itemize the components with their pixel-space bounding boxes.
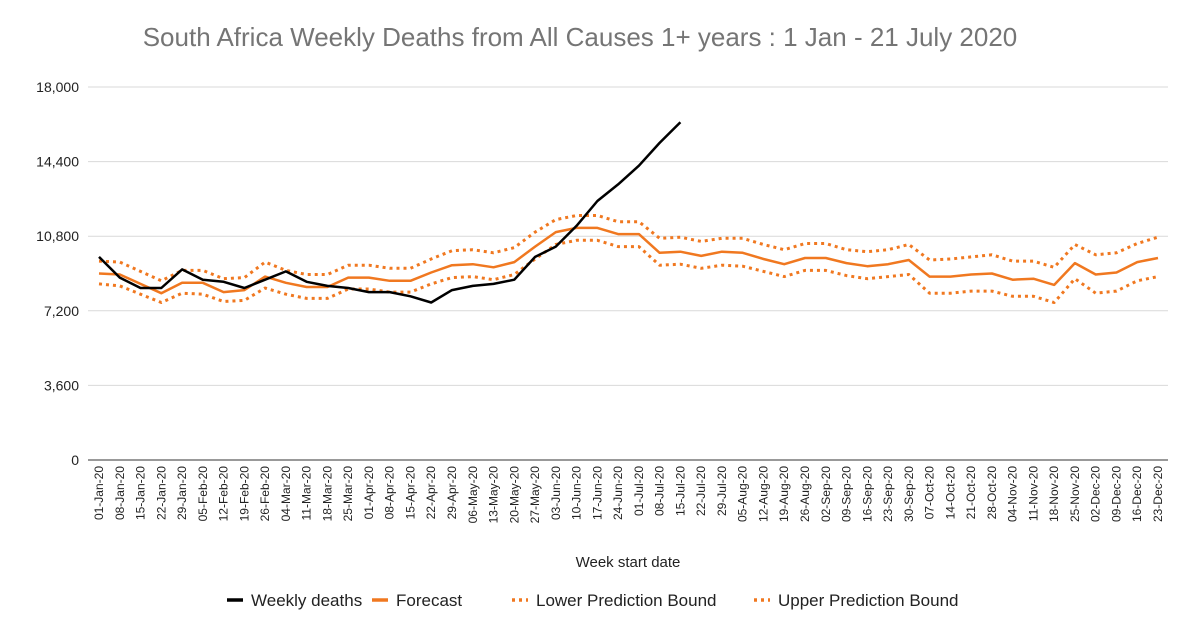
x-tick-label: 12-Feb-20: [217, 466, 231, 522]
grid-lines: [88, 86, 1168, 386]
x-tick-label: 11-Nov-20: [1026, 466, 1040, 521]
x-tick-label: 15-Jul-20: [673, 466, 687, 516]
x-tick-label: 25-Mar-20: [341, 466, 355, 522]
x-tick-label: 09-Dec-20: [1109, 466, 1123, 522]
x-tick-label: 08-Jan-20: [113, 466, 127, 520]
x-tick-label: 20-May-20: [507, 466, 521, 524]
x-tick-label: 22-Jul-20: [694, 466, 708, 516]
chart-title: South Africa Weekly Deaths from All Caus…: [143, 22, 1018, 52]
legend-label: Forecast: [396, 591, 462, 610]
legend-label: Lower Prediction Bound: [536, 591, 717, 610]
y-tick-label: 0: [71, 452, 79, 468]
x-tick-label: 19-Aug-20: [777, 466, 791, 522]
y-axis-tick-labels: 0 3,600 7,200 10,800 14,400 18,000: [36, 79, 79, 468]
y-tick-label: 14,400: [36, 154, 79, 170]
y-tick-label: 10,800: [36, 228, 79, 244]
x-tick-label: 06-May-20: [466, 466, 480, 524]
x-tick-label: 17-Jun-20: [590, 466, 604, 520]
y-tick-label: 18,000: [36, 79, 79, 95]
y-tick-label: 3,600: [44, 377, 79, 393]
x-tick-label: 05-Aug-20: [736, 466, 750, 522]
x-tick-label: 16-Dec-20: [1130, 466, 1144, 522]
x-tick-label: 02-Dec-20: [1089, 466, 1103, 522]
x-tick-label: 05-Feb-20: [196, 466, 210, 522]
x-tick-label: 22-Apr-20: [424, 466, 438, 520]
x-tick-label: 21-Oct-20: [964, 466, 978, 520]
x-tick-label: 15-Jan-20: [134, 466, 148, 520]
x-tick-label: 24-Jun-20: [611, 466, 625, 520]
x-tick-label: 29-Jan-20: [175, 466, 189, 520]
x-tick-label: 16-Sep-20: [860, 466, 874, 522]
x-tick-label: 26-Aug-20: [798, 466, 812, 522]
x-tick-label: 25-Nov-20: [1068, 466, 1082, 522]
x-tick-label: 29-Jul-20: [715, 466, 729, 516]
x-tick-label: 18-Mar-20: [320, 466, 334, 522]
x-tick-label: 13-May-20: [487, 466, 501, 524]
x-tick-label: 27-May-20: [528, 466, 542, 524]
x-tick-label: 26-Feb-20: [258, 466, 272, 522]
x-tick-label: 14-Oct-20: [943, 466, 957, 520]
x-tick-label: 07-Oct-20: [923, 466, 937, 520]
x-tick-label: 08-Apr-20: [383, 466, 397, 520]
series-line-forecast: [98, 226, 1159, 295]
x-tick-label: 23-Dec-20: [1151, 466, 1165, 522]
x-tick-label: 04-Nov-20: [1006, 466, 1020, 522]
x-tick-label: 08-Jul-20: [653, 466, 667, 516]
x-tick-label: 04-Mar-20: [279, 466, 293, 522]
x-tick-label: 18-Nov-20: [1047, 466, 1061, 522]
x-tick-label: 12-Aug-20: [756, 466, 770, 522]
x-tick-label: 01-Jan-20: [92, 466, 106, 520]
x-tick-label: 11-Mar-20: [300, 466, 314, 521]
x-tick-label: 30-Sep-20: [902, 466, 916, 522]
x-tick-label: 01-Apr-20: [362, 466, 376, 520]
legend-label: Weekly deaths: [251, 591, 362, 610]
legend-label: Upper Prediction Bound: [778, 591, 959, 610]
series-line-upper-prediction-bound: [98, 214, 1159, 283]
series-lines: [98, 121, 1159, 304]
x-axis-label: Week start date: [576, 554, 681, 571]
x-tick-label: 09-Sep-20: [840, 466, 854, 522]
x-tick-label: 22-Jan-20: [154, 466, 168, 520]
x-tick-label: 19-Feb-20: [237, 466, 251, 522]
series-line-weekly-deaths: [98, 121, 682, 304]
x-tick-label: 02-Sep-20: [819, 466, 833, 522]
y-tick-label: 7,200: [44, 303, 79, 319]
legend: Weekly deaths Forecast Lower Prediction Bo…: [227, 591, 959, 610]
x-tick-label: 28-Oct-20: [985, 466, 999, 520]
x-tick-label: 23-Sep-20: [881, 466, 895, 522]
x-tick-label: 10-Jun-20: [570, 466, 584, 520]
x-tick-label: 01-Jul-20: [632, 466, 646, 516]
x-tick-label: 15-Apr-20: [403, 466, 417, 520]
x-axis-tick-labels: 01-Jan-20 08-Jan-20 15-Jan-20 22-Jan-20 29-J…: [92, 466, 1165, 524]
x-tick-label: 29-Apr-20: [445, 466, 459, 520]
x-tick-label: 03-Jun-20: [549, 466, 563, 520]
series-line-lower-prediction-bound: [98, 238, 1159, 304]
